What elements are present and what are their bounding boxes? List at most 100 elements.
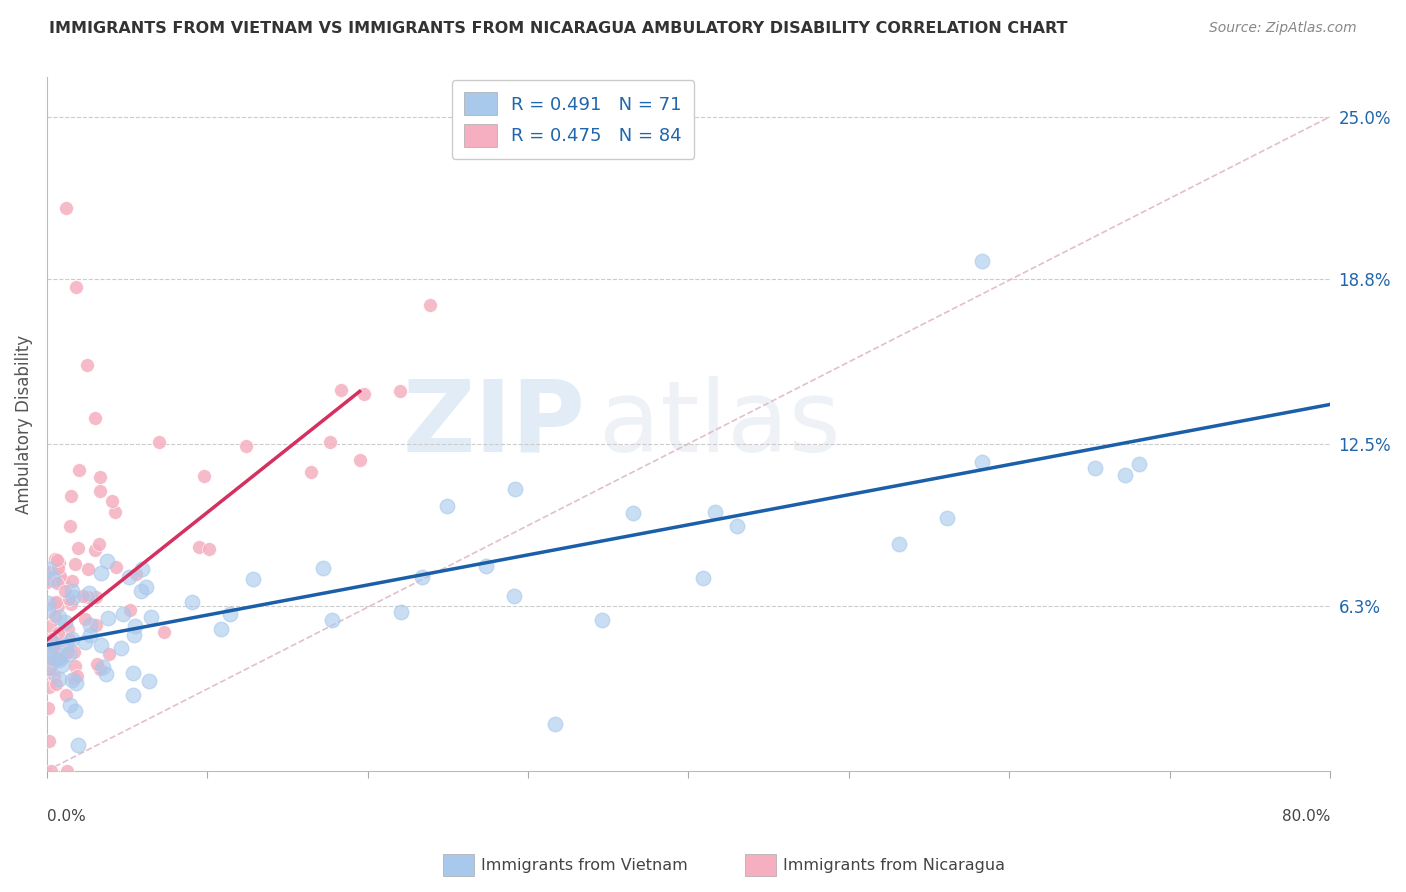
Point	[42, 596, 65, 610]
Point	[87, 537, 110, 551]
Point	[37, 603, 59, 617]
Point	[44, 609, 66, 624]
Point	[66, 541, 89, 556]
Point	[138, 674, 160, 689]
Point	[48, 673, 70, 687]
Point	[84, 618, 107, 632]
Point	[312, 560, 335, 574]
Point	[89, 483, 111, 498]
Point	[77, 586, 100, 600]
Point	[60, 673, 83, 687]
Point	[44, 669, 66, 683]
Point	[349, 452, 371, 467]
Point	[37, 575, 59, 590]
Point	[37, 596, 59, 610]
Point	[45, 553, 67, 567]
Point	[188, 541, 211, 555]
Text: atlas: atlas	[599, 376, 841, 473]
Point	[48, 652, 70, 666]
Point	[198, 541, 221, 556]
Point	[48, 651, 70, 665]
Point	[94, 666, 117, 681]
Text: 0.0%: 0.0%	[46, 809, 86, 824]
Point	[38, 662, 60, 676]
Point	[38, 562, 60, 576]
Point	[59, 698, 82, 713]
Point	[51, 657, 73, 672]
Point	[110, 640, 132, 655]
Point	[48, 653, 70, 667]
Point	[621, 506, 644, 520]
Point	[58, 647, 80, 661]
Point	[60, 584, 83, 599]
Text: Source: ZipAtlas.com: Source: ZipAtlas.com	[1209, 21, 1357, 35]
Point	[124, 619, 146, 633]
Point	[45, 633, 67, 648]
Point	[321, 613, 343, 627]
Point	[39, 619, 62, 633]
Point	[67, 463, 90, 477]
Point	[49, 633, 72, 648]
Point	[591, 614, 613, 628]
Point	[703, 505, 725, 519]
Point	[131, 562, 153, 576]
Point	[411, 569, 433, 583]
Point	[46, 626, 69, 640]
Point	[353, 386, 375, 401]
Point	[48, 569, 70, 583]
Point	[84, 410, 107, 425]
Point	[1084, 461, 1107, 475]
Text: Immigrants from Nicaragua: Immigrants from Nicaragua	[783, 858, 1005, 872]
Point	[725, 518, 748, 533]
Point	[141, 610, 163, 624]
Point	[67, 738, 90, 752]
Point	[86, 657, 108, 671]
Point	[972, 253, 994, 268]
Point	[53, 615, 76, 630]
Point	[219, 607, 242, 622]
Point	[91, 660, 114, 674]
Point	[235, 439, 257, 453]
Point	[75, 635, 97, 649]
Point	[41, 764, 63, 778]
Point	[72, 589, 94, 603]
Point	[122, 665, 145, 680]
Point	[45, 595, 67, 609]
Point	[48, 649, 70, 664]
Point	[53, 584, 76, 599]
Point	[46, 560, 69, 574]
Point	[48, 599, 70, 614]
Point	[105, 559, 128, 574]
Point	[96, 554, 118, 568]
Point	[38, 661, 60, 675]
Point	[299, 466, 322, 480]
Point	[153, 625, 176, 640]
Point	[63, 704, 86, 718]
Point	[56, 764, 79, 778]
Point	[544, 717, 567, 731]
Point	[63, 558, 86, 572]
Point	[118, 570, 141, 584]
Point	[503, 482, 526, 496]
Point	[59, 489, 82, 503]
Point	[45, 677, 67, 691]
Legend: R = 0.491   N = 71, R = 0.475   N = 84: R = 0.491 N = 71, R = 0.475 N = 84	[451, 79, 695, 160]
Point	[60, 632, 83, 646]
Point	[62, 645, 84, 659]
Point	[89, 662, 111, 676]
Point	[124, 628, 146, 642]
Point	[135, 580, 157, 594]
Point	[90, 638, 112, 652]
Y-axis label: Ambulatory Disability: Ambulatory Disability	[15, 334, 32, 514]
Point	[389, 605, 412, 619]
Point	[41, 640, 63, 655]
Point	[98, 647, 121, 661]
Point	[148, 435, 170, 450]
Point	[65, 675, 87, 690]
Point	[58, 592, 80, 607]
Point	[129, 584, 152, 599]
Point	[66, 669, 89, 683]
Point	[936, 510, 959, 524]
Point	[318, 435, 340, 450]
Point	[55, 638, 77, 652]
